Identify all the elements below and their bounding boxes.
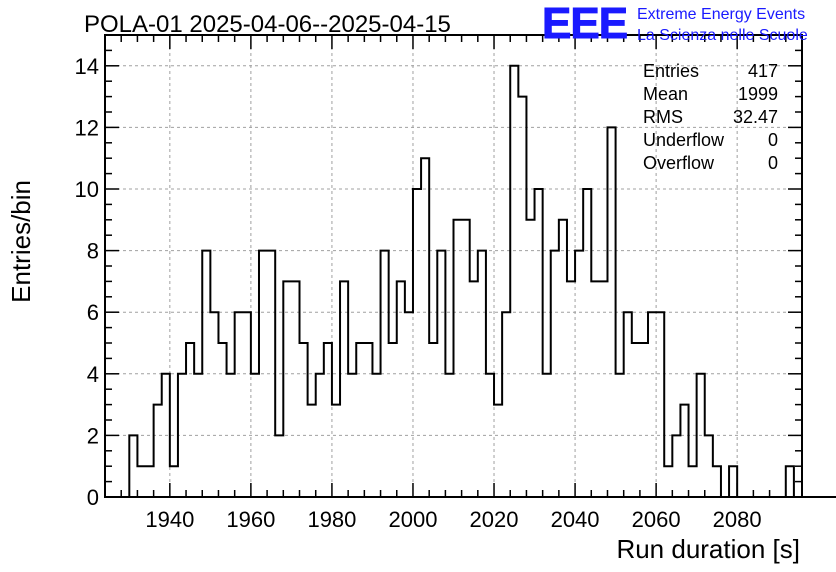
histogram-bin (705, 435, 713, 497)
x-axis-label: Run duration [s] (616, 534, 800, 564)
histogram-bin (689, 466, 697, 497)
histogram-bin (137, 466, 145, 497)
histogram-bin (429, 343, 437, 497)
histogram-bin (413, 189, 421, 497)
stats-box: Entries 417 Mean 1999 RMS 32.47 Underflow 0 Over… (643, 61, 778, 173)
x-tick-label: 1960 (226, 507, 275, 532)
y-axis-label: Entries/bin (6, 180, 36, 303)
histogram-bin (599, 281, 607, 497)
x-tick-label: 2000 (389, 507, 438, 532)
histogram-bin (672, 435, 680, 497)
histogram-bin (283, 281, 291, 497)
histogram-bin (275, 435, 283, 497)
histogram-bin (235, 312, 243, 497)
stats-label: Entries (643, 61, 699, 81)
histogram-bin (364, 343, 372, 497)
histogram-bin (421, 158, 429, 497)
y-tick-label: 10 (75, 177, 99, 202)
histogram-bin (526, 220, 534, 497)
stats-value: 0 (768, 130, 778, 150)
stats-label: RMS (643, 107, 683, 127)
y-tick-label: 2 (87, 423, 99, 448)
histogram-bin (559, 220, 567, 497)
x-tick-label: 1940 (145, 507, 194, 532)
histogram-bin (332, 405, 340, 497)
histogram-bin (640, 343, 648, 497)
stats-label: Overflow (643, 153, 715, 173)
stats-value: 32.47 (733, 107, 778, 127)
histogram-bin (583, 189, 591, 497)
x-tick-label: 2060 (632, 507, 681, 532)
histogram-bin (170, 466, 178, 497)
histogram-bin (494, 405, 502, 497)
histogram-bin (656, 312, 664, 497)
stats-label: Mean (643, 84, 688, 104)
histogram-bin (210, 312, 218, 497)
histogram-bin (218, 343, 226, 497)
stats-label: Underflow (643, 130, 725, 150)
tick-labels: 1940 1960 1980 2000 2020 2040 2060 2080 0 2 4 6 8 10 1… (75, 54, 762, 532)
eee-logo: EEE Extreme Energy Events La Scienza nel… (542, 0, 808, 49)
logo-line-2: La Scienza nelle Scuole (637, 27, 808, 44)
y-tick-label: 6 (87, 300, 99, 325)
x-tick-label: 1980 (307, 507, 356, 532)
chart-title: POLA-01 2025-04-06--2025-04-15 (84, 11, 451, 38)
histogram-bin (648, 312, 656, 497)
histogram-bin (300, 343, 308, 497)
logo-line-1: Extreme Energy Events (637, 6, 805, 23)
y-tick-label: 14 (75, 54, 99, 79)
histogram-bin (470, 281, 478, 497)
histogram-bin (154, 405, 162, 497)
histogram-bin (129, 435, 137, 497)
histogram-bin (786, 466, 794, 497)
histogram-bin (356, 343, 364, 497)
histogram-bin (405, 312, 413, 497)
histogram-bin (340, 281, 348, 497)
x-tick-label: 2080 (713, 507, 762, 532)
histogram-bin (454, 220, 462, 497)
x-tick-label: 2040 (551, 507, 600, 532)
histogram-outline (128, 64, 836, 498)
histogram-layer (128, 64, 836, 498)
histogram-bin (186, 343, 194, 497)
histogram-bin (502, 312, 510, 497)
stats-value: 0 (768, 153, 778, 173)
histogram-bin (567, 281, 575, 497)
histogram-bin (632, 343, 640, 497)
histogram-bin (680, 405, 688, 497)
histogram-bin (462, 220, 470, 497)
histogram-bin (243, 312, 251, 497)
histogram-bin (397, 281, 405, 497)
histogram-bin (535, 189, 543, 497)
y-tick-label: 4 (87, 362, 99, 387)
histogram-bin (324, 343, 332, 497)
eee-logo-letters: EEE (542, 0, 627, 48)
y-tick-label: 12 (75, 115, 99, 140)
histogram-bin (518, 97, 526, 497)
histogram-bin (308, 405, 316, 497)
histogram-bin (389, 343, 397, 497)
histogram-bin (591, 281, 599, 497)
y-tick-label: 0 (87, 485, 99, 510)
histogram-bin (664, 466, 672, 497)
histogram-bin (713, 466, 721, 497)
stats-value: 417 (748, 61, 778, 81)
histogram-bin (510, 66, 518, 497)
histogram-bin (291, 281, 299, 497)
histogram-bin (146, 466, 154, 497)
axis-ticks (105, 34, 803, 498)
stats-value: 1999 (738, 84, 778, 104)
histogram-bin (624, 312, 632, 497)
x-tick-label: 2020 (470, 507, 519, 532)
y-tick-label: 8 (87, 239, 99, 264)
histogram-bin (729, 466, 737, 497)
